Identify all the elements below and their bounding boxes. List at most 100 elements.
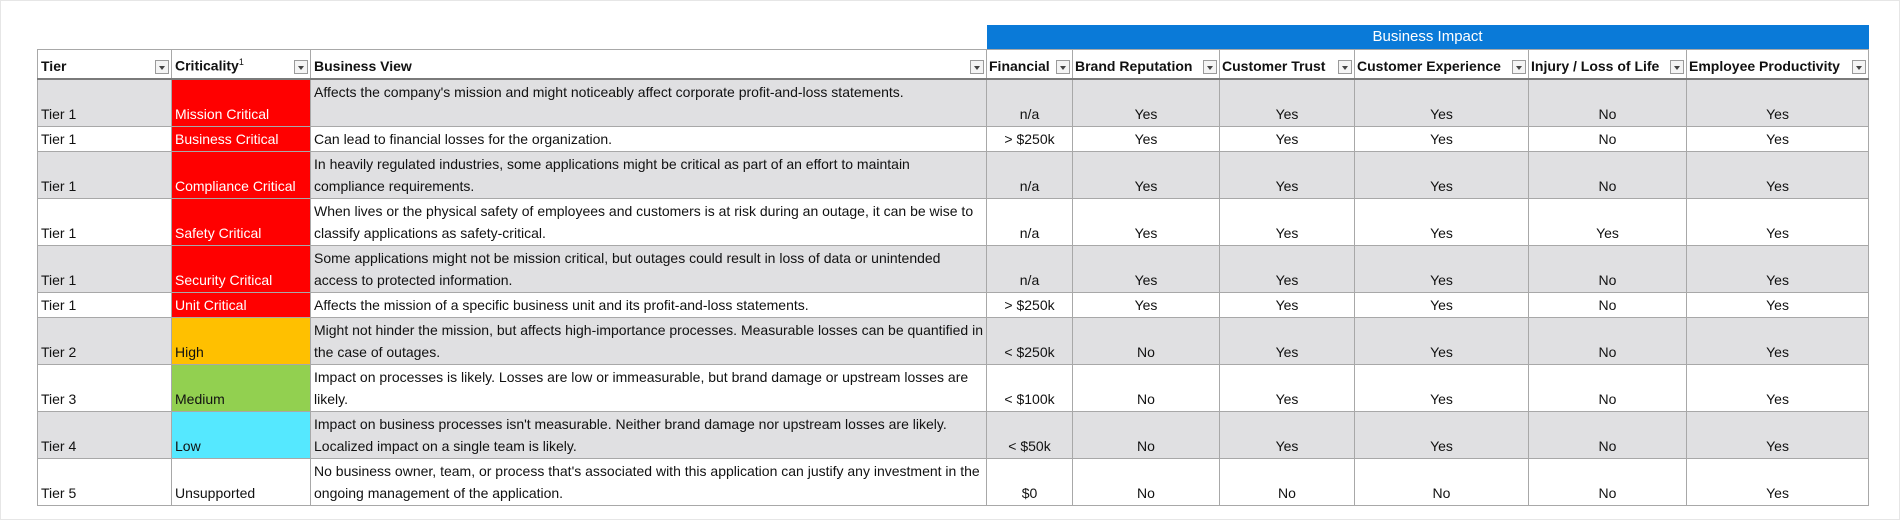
filter-button[interactable] bbox=[1512, 59, 1526, 74]
criticality-cell: Low bbox=[171, 410, 311, 459]
business-view-cell: Might not hinder the mission, but affect… bbox=[310, 316, 987, 365]
impact-cell: n/a bbox=[986, 78, 1073, 127]
impact-cell: $0 bbox=[986, 457, 1073, 506]
impact-cell: Yes bbox=[1685, 78, 1870, 127]
impact-cell: Yes bbox=[1219, 363, 1355, 412]
filter-button[interactable] bbox=[1670, 59, 1684, 74]
criticality-cell: Unsupported bbox=[171, 457, 311, 506]
impact-cell: Yes bbox=[1685, 363, 1870, 412]
business-view-cell: No business owner, team, or process that… bbox=[310, 457, 987, 506]
filter-button[interactable] bbox=[1852, 59, 1867, 74]
impact-cell: Yes bbox=[1685, 316, 1870, 365]
impact-cell: < $50k bbox=[986, 410, 1073, 459]
impact-cell: n/a bbox=[986, 244, 1073, 293]
filter-button[interactable] bbox=[294, 59, 308, 74]
business-view-cell: When lives or the physical safety of emp… bbox=[310, 197, 987, 246]
business-view-cell: Can lead to financial losses for the org… bbox=[310, 125, 987, 152]
column-header: Brand Reputation bbox=[1072, 48, 1220, 80]
impact-cell: Yes bbox=[1219, 125, 1355, 152]
impact-cell: Yes bbox=[1685, 457, 1870, 506]
impact-cell: Yes bbox=[1354, 316, 1529, 365]
data-row: Tier 2 High Might not hinder the mission, … bbox=[37, 316, 1870, 365]
impact-cell: Yes bbox=[1354, 291, 1529, 318]
header-label: Injury / Loss of Life bbox=[1531, 57, 1660, 74]
banner-row: Business Impact bbox=[38, 25, 1869, 50]
tier-cell: Tier 4 bbox=[37, 410, 172, 459]
filter-button[interactable] bbox=[1203, 59, 1217, 74]
impact-cell: No bbox=[1528, 150, 1687, 199]
criticality-cell: Compliance Critical bbox=[171, 150, 311, 199]
tier-cell: Tier 1 bbox=[37, 150, 172, 199]
impact-cell: No bbox=[1528, 244, 1687, 293]
data-row: Tier 3 Medium Impact on processes is likel… bbox=[37, 363, 1870, 412]
impact-cell: > $250k bbox=[986, 125, 1073, 152]
banner: Business Impact bbox=[986, 25, 1869, 50]
header-label: Criticality bbox=[175, 57, 239, 74]
column-header: Customer Experience bbox=[1354, 48, 1529, 80]
impact-cell: Yes bbox=[1219, 150, 1355, 199]
column-header: Tier bbox=[37, 48, 172, 80]
data-row: Tier 1 Mission Critical Affects the compan… bbox=[37, 78, 1870, 127]
business-view-cell: Impact on business processes isn't measu… bbox=[310, 410, 987, 459]
impact-cell: Yes bbox=[1219, 316, 1355, 365]
impact-cell: Yes bbox=[1685, 150, 1870, 199]
tier-cell: Tier 3 bbox=[37, 363, 172, 412]
filter-button[interactable] bbox=[155, 59, 169, 74]
criticality-table: Business Impact Tier Criticality1 Business… bbox=[37, 25, 1870, 506]
impact-cell: No bbox=[1219, 457, 1355, 506]
column-header: Employee Productivity bbox=[1685, 48, 1870, 80]
criticality-cell: Unit Critical bbox=[171, 291, 311, 318]
impact-cell: Yes bbox=[1685, 197, 1870, 246]
impact-cell: No bbox=[1528, 363, 1687, 412]
data-row: Tier 1 Business Critical Can lead to finan… bbox=[37, 125, 1870, 152]
impact-cell: No bbox=[1528, 316, 1687, 365]
tier-cell: Tier 1 bbox=[37, 244, 172, 293]
impact-cell: No bbox=[1528, 78, 1687, 127]
business-view-cell: Some applications might not be mission c… bbox=[310, 244, 987, 293]
tier-cell: Tier 1 bbox=[37, 125, 172, 152]
impact-cell: Yes bbox=[1072, 78, 1220, 127]
impact-cell: n/a bbox=[986, 150, 1073, 199]
empty-cell bbox=[311, 25, 987, 50]
tier-cell: Tier 5 bbox=[37, 457, 172, 506]
data-row: Tier 5 Unsupported No business owner, team… bbox=[37, 457, 1870, 506]
criticality-cell: Security Critical bbox=[171, 244, 311, 293]
filter-button[interactable] bbox=[1338, 59, 1352, 74]
business-view-cell: Affects the mission of a specific busine… bbox=[310, 291, 987, 318]
impact-cell: Yes bbox=[1354, 244, 1529, 293]
header-label: Tier bbox=[41, 57, 67, 74]
criticality-cell: Mission Critical bbox=[171, 78, 311, 127]
business-view-cell: Impact on processes is likely. Losses ar… bbox=[310, 363, 987, 412]
filter-button[interactable] bbox=[970, 59, 984, 74]
impact-cell: < $100k bbox=[986, 363, 1073, 412]
impact-cell: Yes bbox=[1219, 197, 1355, 246]
impact-cell: Yes bbox=[1685, 410, 1870, 459]
filter-button[interactable] bbox=[1056, 59, 1070, 74]
header-label: Customer Trust bbox=[1222, 57, 1326, 74]
business-view-cell: Affects the company's mission and might … bbox=[310, 78, 987, 127]
data-row: Tier 4 Low Impact on business processes is… bbox=[37, 410, 1870, 459]
impact-cell: No bbox=[1528, 125, 1687, 152]
impact-cell: Yes bbox=[1685, 125, 1870, 152]
empty-cell bbox=[172, 25, 311, 50]
impact-cell: > $250k bbox=[986, 291, 1073, 318]
tier-cell: Tier 1 bbox=[37, 78, 172, 127]
tier-cell: Tier 1 bbox=[37, 291, 172, 318]
data-row: Tier 1 Safety Critical When lives or the p… bbox=[37, 197, 1870, 246]
business-view-cell: In heavily regulated industries, some ap… bbox=[310, 150, 987, 199]
impact-cell: Yes bbox=[1072, 125, 1220, 152]
impact-cell: No bbox=[1072, 457, 1220, 506]
header-label: Financial bbox=[989, 57, 1050, 74]
impact-cell: Yes bbox=[1072, 150, 1220, 199]
column-header: Business View bbox=[310, 48, 987, 80]
impact-cell: No bbox=[1528, 410, 1687, 459]
impact-cell: Yes bbox=[1354, 197, 1529, 246]
data-row: Tier 1 Security Critical Some applications… bbox=[37, 244, 1870, 293]
impact-cell: Yes bbox=[1528, 197, 1687, 246]
impact-cell: < $250k bbox=[986, 316, 1073, 365]
criticality-cell: Safety Critical bbox=[171, 197, 311, 246]
impact-cell: Yes bbox=[1219, 78, 1355, 127]
criticality-cell: Medium bbox=[171, 363, 311, 412]
impact-cell: Yes bbox=[1685, 291, 1870, 318]
impact-cell: Yes bbox=[1219, 410, 1355, 459]
